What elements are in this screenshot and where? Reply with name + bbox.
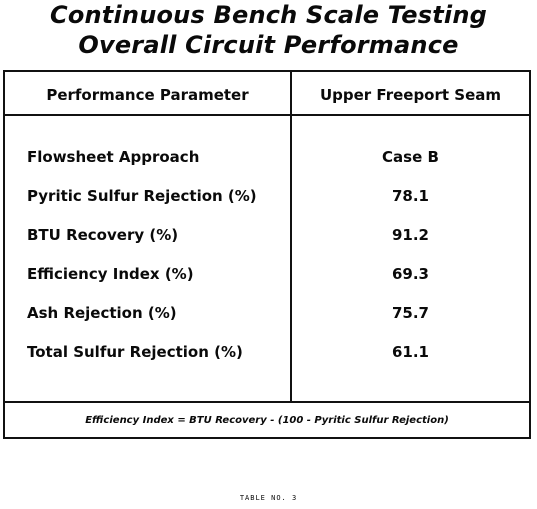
table-number: TABLE NO. 3	[239, 494, 298, 502]
row-label: Ash Rejection (%)	[27, 304, 177, 322]
row-label: Total Sulfur Rejection (%)	[27, 343, 243, 361]
header-performance-parameter: Performance Parameter	[46, 86, 249, 104]
row-label: BTU Recovery (%)	[27, 226, 179, 244]
row-value: 75.7	[391, 304, 429, 322]
row-label: Pyritic Sulfur Rejection (%)	[27, 187, 257, 205]
table-row: Flowsheet Approach Case B	[5, 146, 529, 168]
header-upper-freeport-seam: Upper Freeport Seam	[319, 86, 502, 104]
performance-table: Performance Parameter Upper Freeport Sea…	[3, 70, 531, 439]
row-value: 78.1	[391, 187, 429, 205]
header-divider	[5, 114, 529, 116]
document-title-line-1: Continuous Bench Scale Testing	[50, 1, 487, 29]
row-label: Efficiency Index (%)	[27, 265, 194, 283]
table-row: Ash Rejection (%) 75.7	[5, 302, 529, 324]
footer-divider	[5, 401, 529, 403]
table-row: Efficiency Index (%) 69.3	[5, 263, 529, 285]
row-value: 69.3	[391, 265, 429, 283]
row-value: 91.2	[391, 226, 429, 244]
document-title-line-2: Overall Circuit Performance	[78, 31, 459, 59]
row-value: 61.1	[391, 343, 429, 361]
footnote: Efficiency Index = BTU Recovery - (100 -…	[85, 415, 449, 426]
row-value: Case B	[382, 148, 439, 166]
column-divider	[290, 72, 292, 403]
table-row: Total Sulfur Rejection (%) 61.1	[5, 341, 529, 363]
row-label: Flowsheet Approach	[27, 148, 200, 166]
table-row: Pyritic Sulfur Rejection (%) 78.1	[5, 185, 529, 207]
table-row: BTU Recovery (%) 91.2	[5, 224, 529, 246]
